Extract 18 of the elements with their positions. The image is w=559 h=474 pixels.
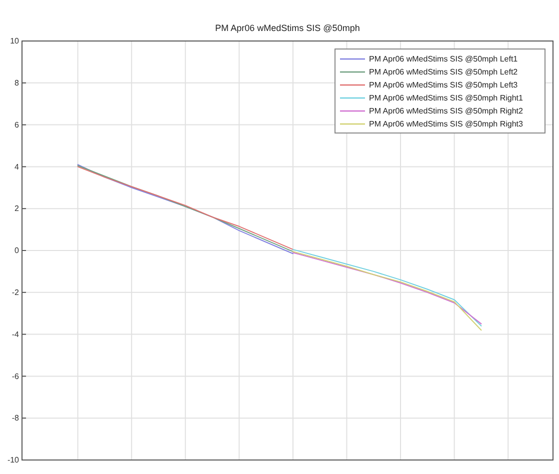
y-tick-label: -6 [12, 372, 20, 381]
y-tick-label: 10 [10, 36, 20, 46]
legend-label: PM Apr06 wMedStims SIS @50mph Left2 [369, 68, 518, 77]
legend-label: PM Apr06 wMedStims SIS @50mph Left1 [369, 54, 518, 64]
y-tick-label: -2 [12, 288, 20, 298]
y-tick-label: 2 [14, 204, 20, 214]
y-tick-label: -8 [12, 414, 20, 423]
legend-label: PM Apr06 wMedStims SIS @50mph Right3 [369, 120, 524, 129]
y-tick-label: -10 [7, 456, 20, 465]
y-tick-label: 8 [14, 78, 20, 88]
y-tick-label: -4 [12, 330, 20, 339]
y-tick-label: 4 [14, 162, 20, 172]
chart-title: PM Apr06 wMedStims SIS @50mph [215, 23, 360, 33]
y-tick-label: 6 [14, 120, 20, 130]
legend-label: PM Apr06 wMedStims SIS @50mph Left3 [369, 80, 518, 90]
legend-label: PM Apr06 wMedStims SIS @50mph Right1 [369, 94, 524, 103]
y-tick-label: 0 [14, 246, 20, 256]
legend-label: PM Apr06 wMedStims SIS @50mph Right2 [369, 106, 524, 116]
